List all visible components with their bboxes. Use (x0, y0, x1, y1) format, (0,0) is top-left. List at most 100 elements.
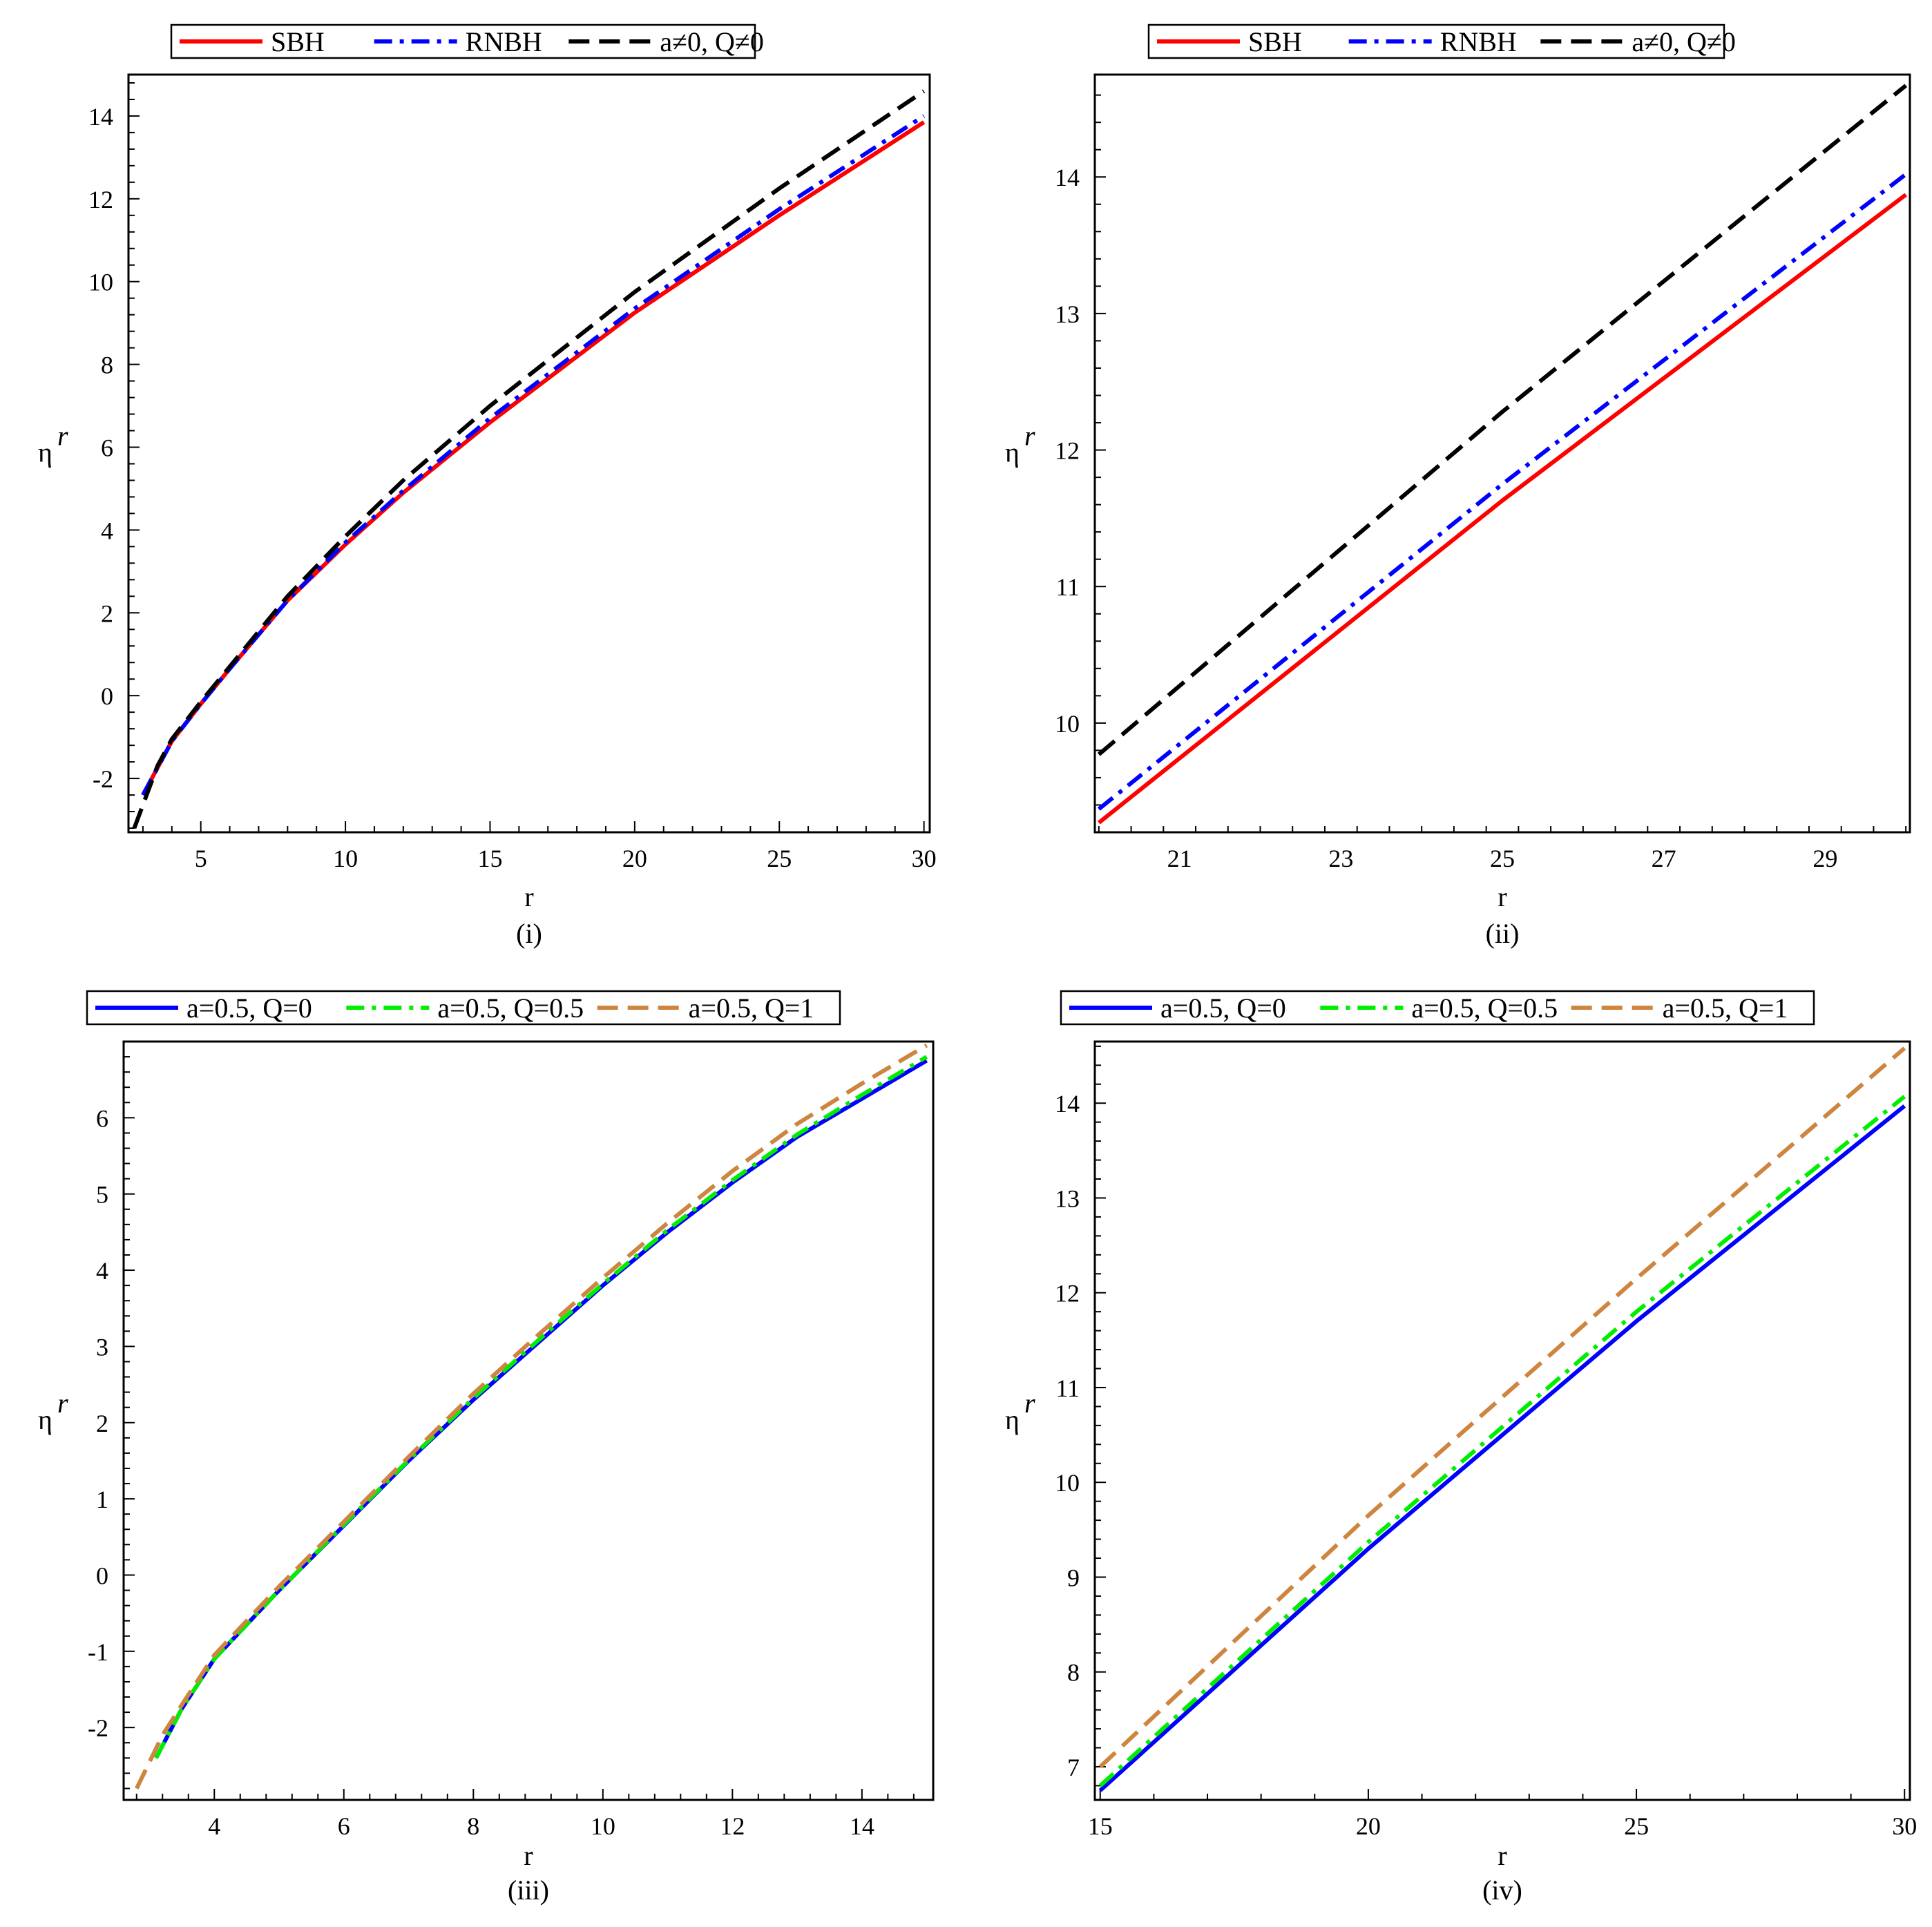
x-tick-label: 4 (208, 1812, 220, 1840)
y-tick-label: -2 (93, 765, 113, 793)
series-line (154, 1055, 928, 1759)
x-tick-label: 30 (912, 845, 937, 872)
legend-box (86, 990, 841, 1026)
y-axis-label: η (38, 1404, 52, 1435)
x-tick-label: 25 (1624, 1812, 1649, 1840)
x-axis-label: r (1498, 881, 1507, 912)
panel-caption: (iv) (1482, 1875, 1522, 1906)
y-tick-label: 7 (1067, 1754, 1080, 1781)
y-tick-label: 2 (96, 1410, 108, 1437)
plot-frame (1093, 1040, 1911, 1801)
x-tick-label: 20 (622, 845, 647, 872)
y-tick-label: 6 (96, 1104, 108, 1132)
y-axis-label-superscript: r (57, 421, 68, 452)
legend-label: a≠0, Q≠0 (660, 26, 764, 57)
plot-frame (1093, 73, 1911, 834)
legend-label: a≠0, Q≠0 (1632, 26, 1736, 57)
plot-frame (127, 73, 931, 834)
y-tick-label: 10 (88, 269, 113, 296)
x-tick-label: 29 (1813, 845, 1837, 872)
y-tick-label: 8 (101, 352, 113, 379)
legend-label: SBH (271, 26, 325, 57)
legend-label: RNBH (466, 26, 542, 57)
y-axis-label: η (38, 437, 52, 468)
y-tick-label: 0 (101, 682, 113, 710)
y-tick-label: 14 (1055, 1090, 1080, 1118)
legend-label: a=0.5, Q=1 (1663, 993, 1788, 1024)
series-line (1098, 1104, 1906, 1792)
y-tick-label: 10 (1055, 1469, 1080, 1497)
x-tick-label: 21 (1167, 845, 1192, 872)
x-tick-label: 14 (850, 1812, 874, 1840)
series-line (1098, 1095, 1906, 1787)
y-tick-label: 1 (96, 1486, 108, 1513)
legend-box (1060, 990, 1815, 1026)
x-tick-label: 10 (333, 845, 358, 872)
y-tick-label: 8 (1067, 1659, 1080, 1687)
y-tick-label: 10 (1055, 710, 1080, 738)
series-line (1098, 1046, 1906, 1769)
y-axis-label: η (1005, 1404, 1020, 1435)
legend-label: a=0.5, Q=0.5 (437, 993, 584, 1024)
series-line (141, 114, 926, 796)
y-tick-label: 4 (101, 517, 113, 544)
y-tick-label: -1 (88, 1638, 108, 1666)
x-tick-label: 30 (1892, 1812, 1917, 1840)
y-tick-label: 4 (96, 1257, 108, 1285)
x-axis-label: r (524, 881, 533, 912)
y-tick-label: 12 (1055, 1280, 1080, 1307)
panel-caption: (ii) (1486, 918, 1520, 949)
panel-caption: (i) (516, 918, 542, 949)
series-line (132, 89, 926, 830)
y-tick-label: 9 (1067, 1564, 1080, 1591)
x-tick-label: 15 (1088, 1812, 1113, 1840)
series-line (1097, 172, 1908, 811)
legend-label: a=0.5, Q=0 (1160, 993, 1286, 1024)
y-tick-label: 11 (1055, 1374, 1080, 1402)
x-tick-label: 6 (338, 1812, 350, 1840)
x-tick-label: 10 (591, 1812, 615, 1840)
y-tick-label: 6 (101, 434, 113, 462)
x-tick-label: 27 (1652, 845, 1676, 872)
y-tick-label: 3 (96, 1333, 108, 1361)
y-tick-label: 13 (1055, 300, 1080, 328)
legend-box (1147, 23, 1725, 59)
y-tick-label: 0 (96, 1562, 108, 1589)
legend-label: a=0.5, Q=1 (689, 993, 814, 1024)
y-tick-label: -2 (88, 1714, 108, 1742)
x-tick-label: 8 (467, 1812, 479, 1840)
y-axis-label-superscript: r (57, 1388, 68, 1419)
series-line (1097, 84, 1908, 756)
panel-caption: (iii) (508, 1875, 549, 1906)
y-axis-label-superscript: r (1024, 1388, 1035, 1419)
series-line (135, 1043, 928, 1790)
legend-label: a=0.5, Q=0 (186, 993, 312, 1024)
legend-label: RNBH (1440, 26, 1517, 57)
legend: a=0.5, Q=0 a=0.5, Q=0.5 a=0.5, Q=1 (86, 990, 841, 1026)
y-tick-label: 2 (101, 600, 113, 627)
legend: SBH RNBH a≠0, Q≠0 (1147, 23, 1736, 59)
series-line (141, 120, 926, 796)
y-tick-label: 11 (1055, 573, 1080, 601)
x-axis-label: r (524, 1840, 533, 1871)
y-tick-label: 14 (88, 103, 113, 131)
y-axis-label: η (1005, 437, 1020, 468)
x-tick-label: 25 (1490, 845, 1515, 872)
plot-frame (122, 1040, 935, 1801)
x-axis-label: r (1498, 1840, 1507, 1871)
legend-box (170, 23, 756, 59)
y-tick-label: 12 (1055, 437, 1080, 465)
y-tick-label: 5 (96, 1181, 108, 1209)
y-tick-label: 14 (1055, 164, 1080, 191)
legend: a=0.5, Q=0 a=0.5, Q=0.5 a=0.5, Q=1 (1060, 990, 1815, 1026)
x-tick-label: 12 (720, 1812, 745, 1840)
legend: SBH RNBH a≠0, Q≠0 (170, 23, 764, 59)
x-tick-label: 20 (1356, 1812, 1381, 1840)
legend-label: SBH (1248, 26, 1302, 57)
y-axis-label-superscript: r (1024, 421, 1035, 452)
